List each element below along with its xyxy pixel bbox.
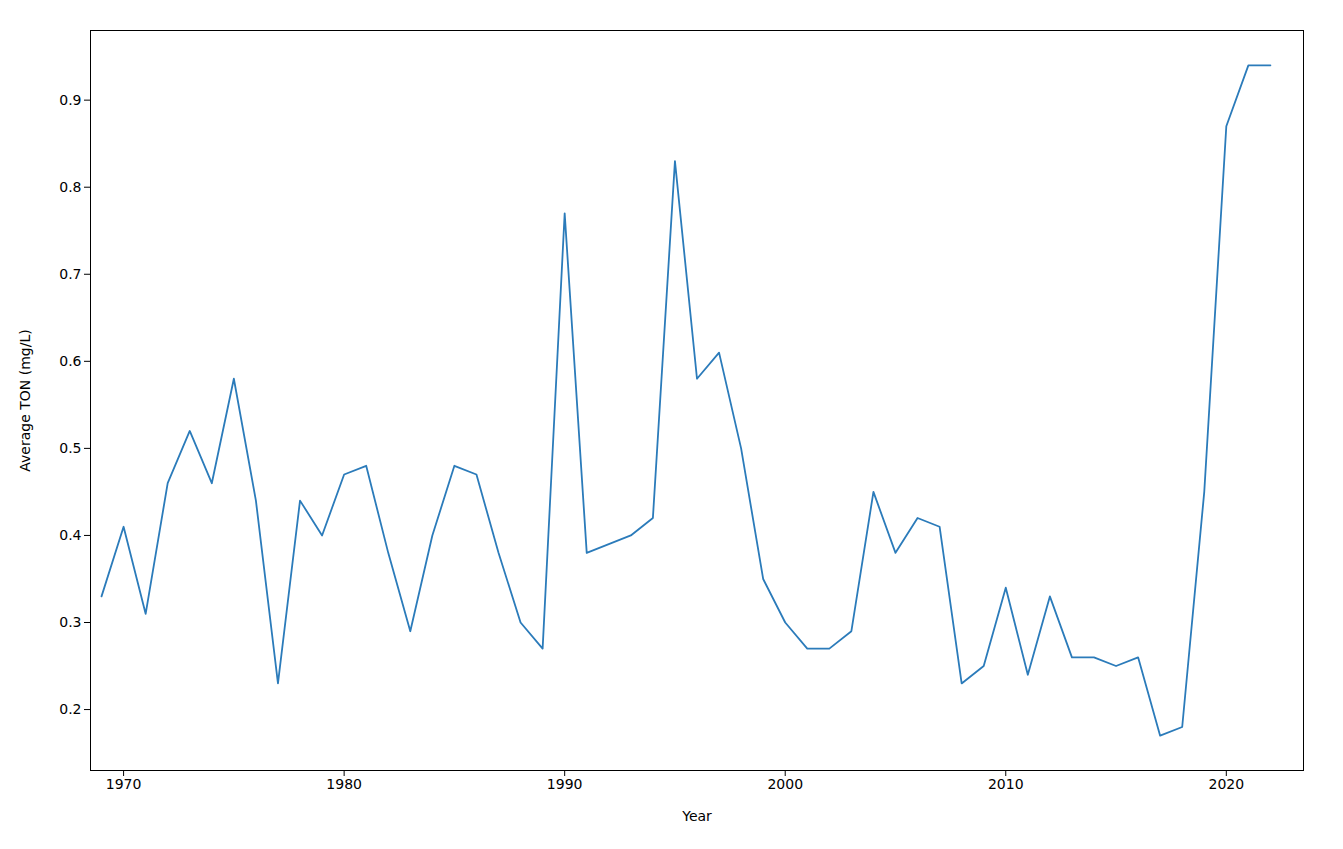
svg-text:0.6: 0.6 (59, 353, 81, 369)
svg-text:2020: 2020 (1208, 776, 1244, 792)
svg-text:0.7: 0.7 (59, 266, 81, 282)
svg-text:1980: 1980 (326, 776, 362, 792)
svg-text:0.9: 0.9 (59, 92, 81, 108)
svg-text:0.2: 0.2 (59, 701, 81, 717)
svg-text:2010: 2010 (988, 776, 1024, 792)
svg-text:0.3: 0.3 (59, 614, 81, 630)
svg-text:0.4: 0.4 (59, 527, 81, 543)
svg-text:0.5: 0.5 (59, 440, 81, 456)
svg-text:2000: 2000 (767, 776, 803, 792)
svg-text:Year: Year (681, 808, 712, 824)
svg-text:1990: 1990 (547, 776, 583, 792)
svg-text:1970: 1970 (106, 776, 142, 792)
svg-text:0.8: 0.8 (59, 179, 81, 195)
svg-text:Average TON (mg/L): Average TON (mg/L) (17, 329, 33, 471)
